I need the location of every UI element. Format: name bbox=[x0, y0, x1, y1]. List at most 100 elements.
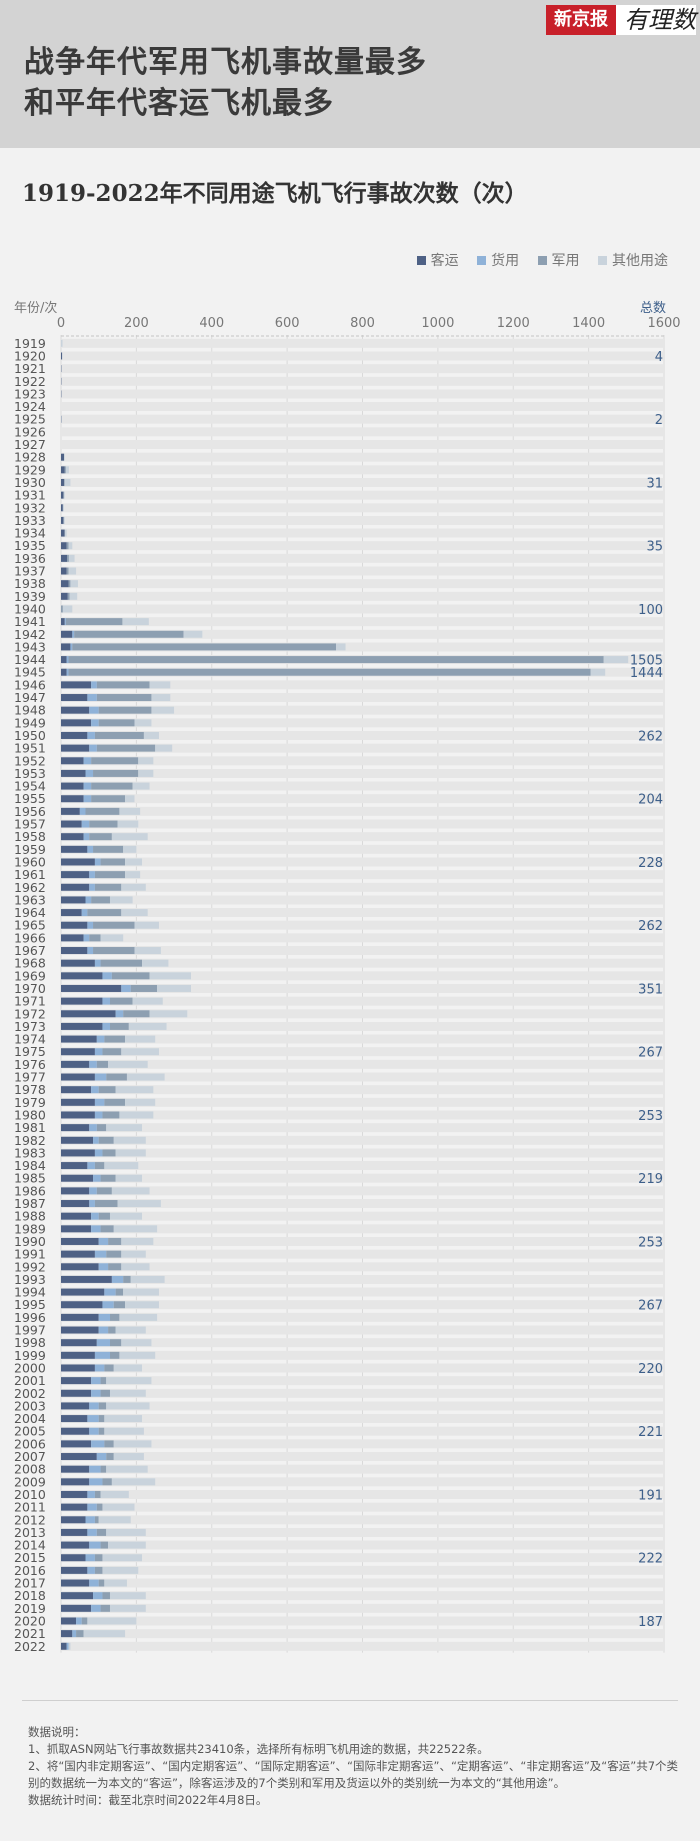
bar-passenger bbox=[61, 1174, 94, 1182]
bar-cargo bbox=[83, 934, 90, 942]
bar-other bbox=[64, 453, 65, 461]
bar-military bbox=[96, 681, 150, 689]
bar-cargo bbox=[87, 694, 97, 702]
bar-passenger bbox=[61, 1642, 67, 1650]
bar-military bbox=[100, 1377, 107, 1385]
bar-military bbox=[113, 1301, 126, 1309]
year-label: 1985 bbox=[14, 1171, 46, 1186]
row-background bbox=[61, 1350, 664, 1360]
bar-military bbox=[93, 947, 135, 955]
year-label: 1986 bbox=[14, 1183, 46, 1198]
bar-passenger bbox=[61, 1288, 105, 1296]
brand-subname: 有理数 bbox=[624, 6, 696, 34]
bar-passenger bbox=[61, 1313, 99, 1321]
bar-other bbox=[108, 1541, 146, 1549]
row-background bbox=[61, 452, 664, 462]
year-label: 1967 bbox=[14, 943, 46, 958]
total-label: 253 bbox=[638, 1109, 663, 1124]
bar-cargo bbox=[91, 1225, 101, 1233]
bar-military bbox=[109, 1313, 120, 1321]
bar-passenger bbox=[61, 694, 88, 702]
row-background bbox=[61, 1262, 664, 1272]
chart-title: 1919-2022年不同用途飞机飞行事故次数（次） bbox=[22, 180, 528, 207]
bar-cargo bbox=[121, 984, 131, 992]
year-label: 1936 bbox=[14, 551, 46, 566]
row-background bbox=[61, 705, 664, 715]
bar-other bbox=[106, 1465, 148, 1473]
bar-military bbox=[106, 1073, 127, 1081]
bar-passenger bbox=[61, 921, 88, 929]
bar-other bbox=[115, 1174, 143, 1182]
legend-item-passenger: 客运 bbox=[416, 250, 459, 270]
bar-passenger bbox=[61, 858, 95, 866]
bar-cargo bbox=[87, 1415, 99, 1423]
bar-other bbox=[603, 656, 629, 664]
bar-military bbox=[130, 984, 158, 992]
bar-passenger bbox=[61, 1162, 88, 1170]
bar-other bbox=[62, 605, 73, 613]
row-background bbox=[61, 351, 664, 361]
bar-other bbox=[87, 1617, 137, 1625]
bar-military bbox=[100, 1389, 110, 1397]
year-label: 1945 bbox=[14, 665, 46, 680]
year-label: 1963 bbox=[14, 892, 46, 907]
bar-cargo bbox=[96, 1339, 110, 1347]
data-notes: 数据说明： 1、抓取ASN网站飞行事故数据共23410条，选择所有标明飞机用途的… bbox=[28, 1724, 688, 1809]
bar-cargo bbox=[87, 1490, 95, 1498]
year-label: 1983 bbox=[14, 1145, 46, 1160]
year-label: 1957 bbox=[14, 817, 46, 832]
bar-cargo bbox=[91, 1377, 101, 1385]
bar-military bbox=[74, 630, 184, 638]
notes-line-2: 2、将“国内非定期客运”、“国内定期客运”、“国际定期客运”、“国际非定期客运”… bbox=[28, 1759, 679, 1790]
bar-military bbox=[94, 1200, 118, 1208]
bar-military bbox=[68, 656, 604, 664]
bar-other bbox=[113, 1225, 158, 1233]
bar-military bbox=[64, 466, 66, 474]
bar-military bbox=[89, 833, 112, 841]
year-label: 1961 bbox=[14, 867, 46, 882]
bar-other bbox=[134, 921, 159, 929]
total-label: 220 bbox=[638, 1362, 663, 1377]
bar-cargo bbox=[72, 1630, 77, 1638]
bar-passenger bbox=[61, 1124, 90, 1132]
row-background bbox=[61, 1287, 664, 1297]
year-label: 1995 bbox=[14, 1297, 46, 1312]
bar-passenger bbox=[61, 947, 88, 955]
row-background bbox=[61, 1452, 664, 1462]
bar-other bbox=[132, 997, 163, 1005]
bar-cargo bbox=[87, 845, 94, 853]
bar-cargo bbox=[94, 1111, 103, 1119]
bar-military bbox=[96, 1503, 103, 1511]
bar-passenger bbox=[61, 896, 86, 904]
bar-other bbox=[106, 1124, 143, 1132]
bar-military bbox=[76, 1630, 84, 1638]
bar-military bbox=[94, 1566, 103, 1574]
bar-passenger bbox=[61, 719, 92, 727]
row-background bbox=[61, 806, 664, 816]
bar-military bbox=[67, 592, 70, 600]
bar-other bbox=[123, 1288, 159, 1296]
bar-passenger bbox=[61, 567, 67, 575]
row-background bbox=[61, 579, 664, 589]
bar-military bbox=[96, 744, 156, 752]
bar-other bbox=[134, 719, 152, 727]
row-background bbox=[61, 1603, 664, 1613]
year-label: 2011 bbox=[14, 1500, 46, 1515]
bar-other bbox=[100, 934, 124, 942]
bar-military bbox=[93, 845, 124, 853]
x-tick-label: 200 bbox=[124, 316, 149, 331]
bar-other bbox=[61, 339, 63, 347]
bar-passenger bbox=[61, 1592, 94, 1600]
year-label: 1948 bbox=[14, 703, 46, 718]
bar-passenger bbox=[61, 934, 84, 942]
row-background bbox=[61, 1363, 664, 1373]
bar-cargo bbox=[93, 1174, 101, 1182]
divider bbox=[22, 1700, 678, 1701]
bar-military bbox=[65, 618, 123, 626]
legend-item-other: 其他用途 bbox=[598, 250, 668, 270]
row-background bbox=[61, 730, 664, 740]
bar-cargo bbox=[104, 1288, 116, 1296]
bar-other bbox=[65, 466, 69, 474]
total-label: 253 bbox=[638, 1235, 663, 1250]
bar-passenger bbox=[61, 1566, 88, 1574]
